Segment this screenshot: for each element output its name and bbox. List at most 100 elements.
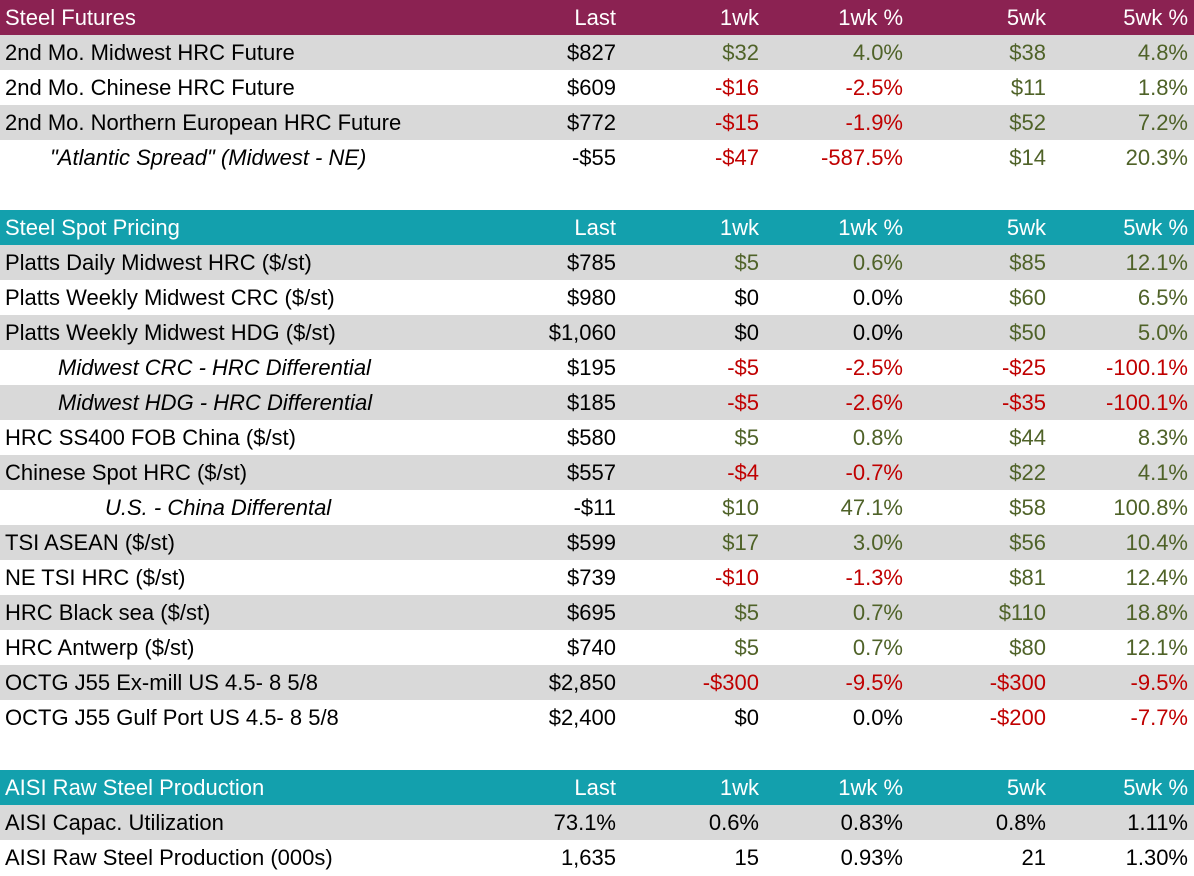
last-value: $557 <box>567 460 616 485</box>
last-value: -$55 <box>571 145 616 170</box>
1wk-pct-change: -1.9% <box>845 110 903 135</box>
5wk-pct-change: -100.1% <box>1106 355 1188 380</box>
row-label: HRC Black sea ($/st) <box>5 600 211 625</box>
table-row: Platts Weekly Midwest CRC ($/st) $980 $0… <box>0 280 1194 315</box>
1wk-change: $5 <box>734 250 759 275</box>
1wk-pct-change: -0.7% <box>845 460 903 485</box>
1wk-pct-change: 0.0% <box>852 320 903 345</box>
5wk-change: $50 <box>1009 320 1046 345</box>
row-label: Midwest CRC - HRC Differential <box>58 355 371 380</box>
1wk-pct-change: 4.0% <box>852 40 903 65</box>
col-header-5wk: 5wk <box>1006 775 1046 800</box>
row-label: Chinese Spot HRC ($/st) <box>5 460 248 485</box>
1wk-change: $17 <box>722 530 759 555</box>
1wk-pct-change: 47.1% <box>840 495 903 520</box>
last-value: 1,635 <box>560 845 616 870</box>
5wk-change: $58 <box>1009 495 1046 520</box>
5wk-change: -$300 <box>989 670 1046 695</box>
table-row: HRC Antwerp ($/st) $740 $5 0.7% $80 12.1… <box>0 630 1194 665</box>
col-header-5wk-pct: 5wk % <box>1123 5 1188 30</box>
1wk-pct-change: -9.5% <box>845 670 903 695</box>
last-value: $2,400 <box>548 705 616 730</box>
last-value: $980 <box>567 285 616 310</box>
table-row: Platts Weekly Midwest HDG ($/st) $1,060 … <box>0 315 1194 350</box>
1wk-change: $10 <box>722 495 759 520</box>
col-header-1wk-pct: 1wk % <box>838 775 903 800</box>
row-label: 2nd Mo. Northern European HRC Future <box>5 110 402 135</box>
last-value: $740 <box>567 635 616 660</box>
5wk-change: -$25 <box>1001 355 1046 380</box>
last-value: 73.1% <box>553 810 616 835</box>
col-header-5wk: 5wk <box>1006 5 1046 30</box>
1wk-change: $32 <box>722 40 759 65</box>
futures-section-title: Steel Futures <box>5 5 136 30</box>
table-row: U.S. - China Differental -$11 $10 47.1% … <box>0 490 1194 525</box>
last-value: -$11 <box>573 495 616 520</box>
last-value: $695 <box>567 600 616 625</box>
5wk-pct-change: 12.1% <box>1125 250 1188 275</box>
1wk-change: -$15 <box>714 110 759 135</box>
5wk-pct-change: 100.8% <box>1113 495 1188 520</box>
5wk-change: $110 <box>998 600 1046 625</box>
col-header-1wk-pct: 1wk % <box>838 215 903 240</box>
5wk-pct-change: 4.1% <box>1137 460 1188 485</box>
row-label: Platts Weekly Midwest CRC ($/st) <box>5 285 335 310</box>
table-row: HRC Black sea ($/st) $695 $5 0.7% $110 1… <box>0 595 1194 630</box>
5wk-change: $85 <box>1009 250 1046 275</box>
col-header-last: Last <box>574 775 616 800</box>
1wk-pct-change: 0.7% <box>852 635 903 660</box>
1wk-change: -$5 <box>727 355 759 380</box>
table-row: Platts Daily Midwest HRC ($/st) $785 $5 … <box>0 245 1194 280</box>
table-row: Midwest HDG - HRC Differential $185 -$5 … <box>0 385 1194 420</box>
1wk-pct-change: -2.5% <box>845 355 903 380</box>
5wk-pct-change: 10.4% <box>1125 530 1188 555</box>
futures-header-row: Steel Futures Last 1wk 1wk % 5wk 5wk % <box>0 0 1194 35</box>
1wk-pct-change: 3.0% <box>852 530 903 555</box>
table-row: AISI Capac. Utilization 73.1% 0.6% 0.83%… <box>0 805 1194 840</box>
5wk-pct-change: -100.1% <box>1106 390 1188 415</box>
spot-section-title: Steel Spot Pricing <box>5 215 180 240</box>
last-value: $599 <box>567 530 616 555</box>
5wk-change: $52 <box>1009 110 1046 135</box>
5wk-pct-change: 18.8% <box>1125 600 1188 625</box>
5wk-change: $81 <box>1009 565 1046 590</box>
1wk-change: $0 <box>734 285 759 310</box>
row-label: OCTG J55 Gulf Port US 4.5- 8 5/8 <box>5 705 339 730</box>
col-header-1wk: 1wk <box>719 215 759 240</box>
col-header-1wk-pct: 1wk % <box>838 5 903 30</box>
table-row: Chinese Spot HRC ($/st) $557 -$4 -0.7% $… <box>0 455 1194 490</box>
row-label: HRC SS400 FOB China ($/st) <box>5 425 296 450</box>
1wk-pct-change: -2.6% <box>845 390 903 415</box>
section-spacer <box>0 735 1194 770</box>
1wk-change: $5 <box>734 635 759 660</box>
table-row: NE TSI HRC ($/st) $739 -$10 -1.3% $81 12… <box>0 560 1194 595</box>
5wk-pct-change: 8.3% <box>1137 425 1188 450</box>
col-header-5wk-pct: 5wk % <box>1123 215 1188 240</box>
1wk-change: -$10 <box>714 565 759 590</box>
last-value: $1,060 <box>548 320 616 345</box>
1wk-pct-change: 0.7% <box>852 600 903 625</box>
last-value: $772 <box>567 110 616 135</box>
row-label: TSI ASEAN ($/st) <box>5 530 175 555</box>
1wk-pct-change: 0.93% <box>840 845 903 870</box>
1wk-pct-change: 0.0% <box>852 285 903 310</box>
row-label: Platts Daily Midwest HRC ($/st) <box>5 250 312 275</box>
table-row: 2nd Mo. Midwest HRC Future $827 $32 4.0%… <box>0 35 1194 70</box>
5wk-change: -$35 <box>1001 390 1046 415</box>
1wk-change: $5 <box>734 600 759 625</box>
table-row: Midwest CRC - HRC Differential $195 -$5 … <box>0 350 1194 385</box>
row-label: AISI Capac. Utilization <box>5 810 224 835</box>
table-row: TSI ASEAN ($/st) $599 $17 3.0% $56 10.4% <box>0 525 1194 560</box>
5wk-change: 21 <box>1021 845 1046 870</box>
5wk-change: $11 <box>1010 75 1046 100</box>
1wk-pct-change: -587.5% <box>821 145 903 170</box>
1wk-change: -$16 <box>714 75 759 100</box>
col-header-5wk: 5wk <box>1006 215 1046 240</box>
5wk-pct-change: 4.8% <box>1137 40 1188 65</box>
1wk-pct-change: -2.5% <box>845 75 903 100</box>
5wk-change: $60 <box>1009 285 1046 310</box>
last-value: $580 <box>567 425 616 450</box>
5wk-pct-change: 7.2% <box>1137 110 1188 135</box>
last-value: $785 <box>567 250 616 275</box>
1wk-pct-change: 0.8% <box>852 425 903 450</box>
